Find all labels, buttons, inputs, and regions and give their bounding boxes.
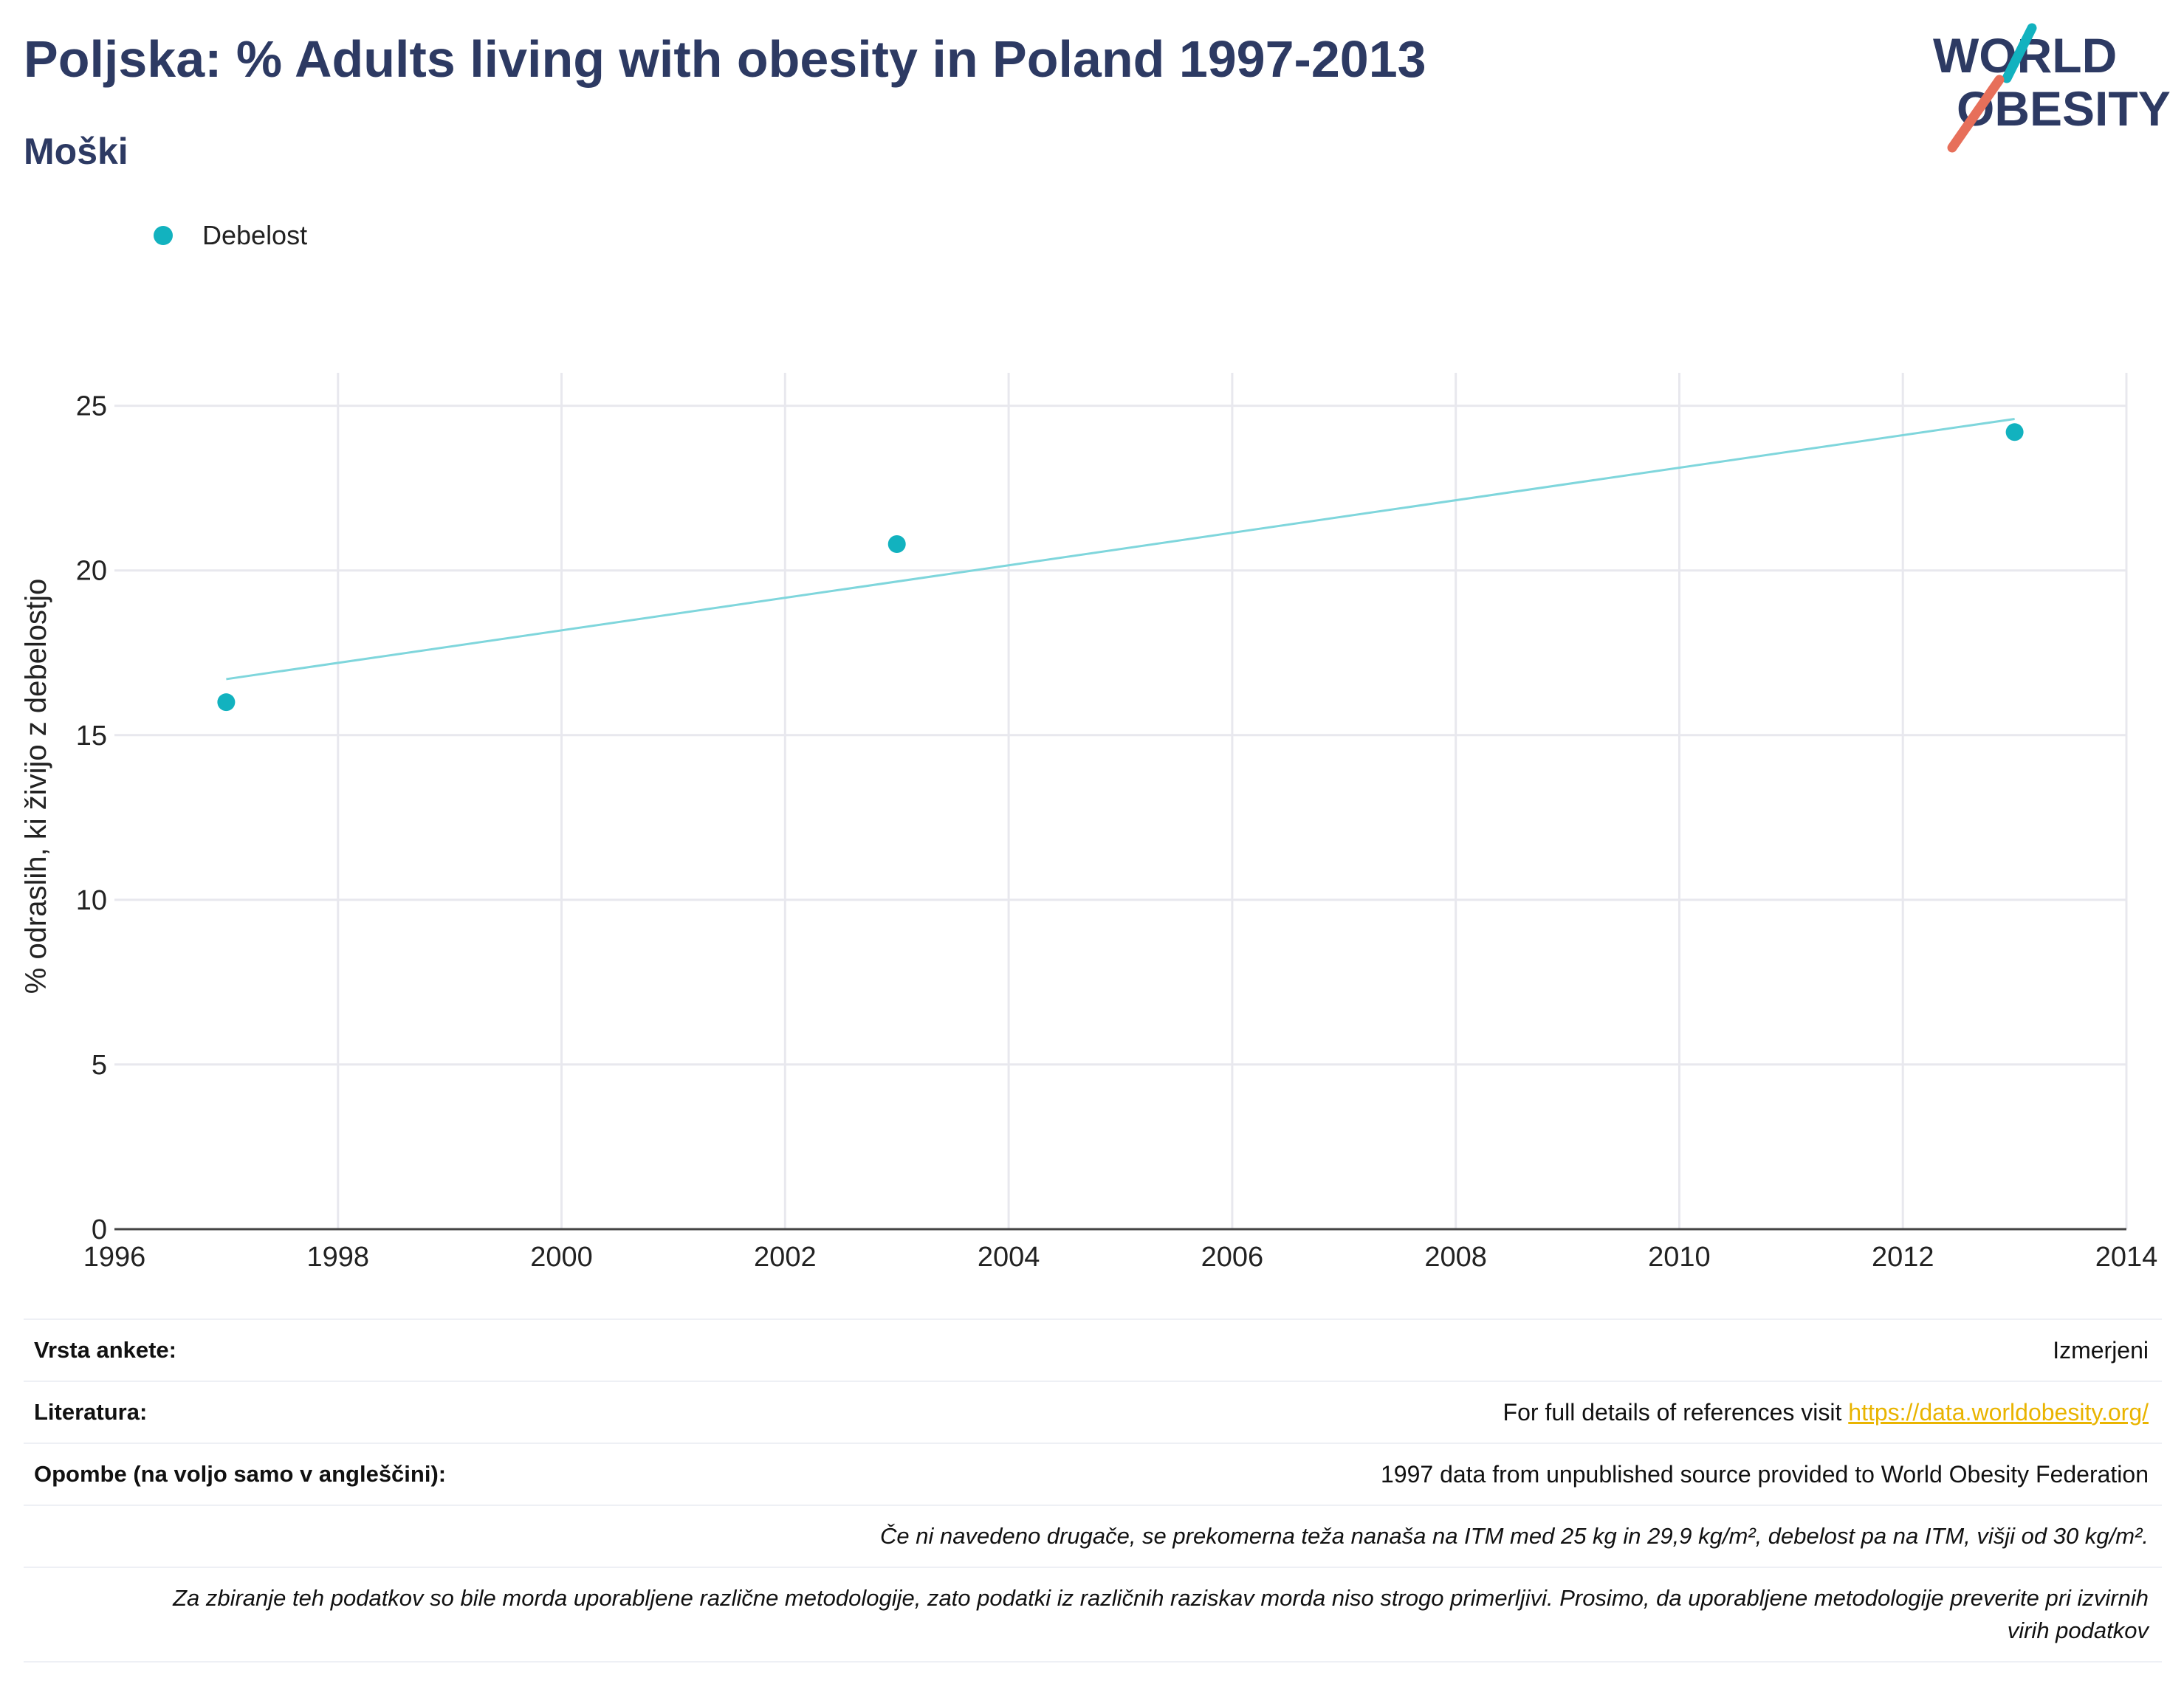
x-tick-2012: 2012 bbox=[1872, 1242, 1934, 1273]
logo-coral-slash bbox=[1947, 75, 2005, 153]
references-value: For full details of references visit htt… bbox=[1503, 1399, 2149, 1426]
survey-type-value: Izmerjeni bbox=[2053, 1336, 2149, 1364]
methodology-note-row: Za zbiranje teh podatkov so bile morda u… bbox=[24, 1567, 2162, 1663]
legend-label: Debelost bbox=[202, 220, 308, 250]
definition-note: Če ni navedeno drugače, se prekomerna te… bbox=[880, 1523, 2149, 1549]
y-tick-0: 0 bbox=[92, 1214, 107, 1245]
page-subtitle: Moški bbox=[24, 131, 128, 172]
x-tick-2010: 2010 bbox=[1648, 1242, 1711, 1273]
trendline bbox=[226, 417, 2015, 681]
y-tick-25: 25 bbox=[76, 391, 107, 422]
notes-value: 1997 data from unpublished source provid… bbox=[1380, 1460, 2149, 1488]
x-tick-2002: 2002 bbox=[754, 1242, 817, 1273]
x-tick-2008: 2008 bbox=[1424, 1242, 1487, 1273]
data-point-1997[interactable] bbox=[217, 693, 236, 712]
x-tick-2000: 2000 bbox=[530, 1242, 593, 1273]
y-tick-15: 15 bbox=[76, 721, 107, 752]
y-axis-label: % odraslih, ki živijo z debelostjo bbox=[20, 579, 52, 994]
x-tick-2004: 2004 bbox=[978, 1242, 1040, 1273]
logo-teal-slash bbox=[2002, 23, 2037, 83]
references-link[interactable]: https://data.worldobesity.org/ bbox=[1848, 1398, 2149, 1426]
definition-note-row: Če ni navedeno drugače, se prekomerna te… bbox=[24, 1505, 2162, 1567]
grid bbox=[114, 373, 2128, 1229]
page-title: Poljska: % Adults living with obesity in… bbox=[24, 30, 1426, 88]
y-tick-labels: 0 5 10 15 20 25 bbox=[76, 391, 107, 1245]
world-obesity-logo: WORLD OBESITY bbox=[1933, 23, 2171, 153]
data-point-2003[interactable] bbox=[887, 535, 906, 553]
survey-type-label: Vrsta ankete: bbox=[34, 1337, 176, 1363]
references-row: Literatura: For full details of referenc… bbox=[24, 1381, 2162, 1443]
y-tick-10: 10 bbox=[76, 885, 107, 916]
references-label: Literatura: bbox=[34, 1399, 148, 1425]
legend[interactable]: Debelost bbox=[154, 220, 307, 251]
legend-marker-icon bbox=[154, 226, 173, 245]
references-text: For full details of references visit bbox=[1503, 1398, 1849, 1426]
methodology-note: Za zbiranje teh podatkov so bile morda u… bbox=[173, 1585, 2149, 1643]
notes-row: Opombe (na voljo samo v angleščini): 199… bbox=[24, 1443, 2162, 1505]
survey-type-row: Vrsta ankete: Izmerjeni bbox=[24, 1318, 2162, 1381]
notes-label: Opombe (na voljo samo v angleščini): bbox=[34, 1461, 447, 1487]
x-tick-2014: 2014 bbox=[2095, 1242, 2158, 1273]
data-point-2013[interactable] bbox=[2005, 423, 2024, 441]
y-tick-20: 20 bbox=[76, 556, 107, 587]
chart: 1996 1998 2000 2002 2004 2006 2008 2010 2012 2014… bbox=[20, 373, 2158, 1273]
x-tick-1998: 1998 bbox=[307, 1242, 370, 1273]
x-tick-1996: 1996 bbox=[83, 1242, 146, 1273]
x-tick-labels: 1996 1998 2000 2002 2004 2006 2008 2010 2012 2014 bbox=[83, 1242, 2158, 1273]
info-table: Vrsta ankete: Izmerjeni Literatura: For … bbox=[24, 1318, 2162, 1663]
y-tick-5: 5 bbox=[92, 1050, 107, 1081]
x-tick-2006: 2006 bbox=[1201, 1242, 1264, 1273]
data-points bbox=[217, 423, 2024, 712]
